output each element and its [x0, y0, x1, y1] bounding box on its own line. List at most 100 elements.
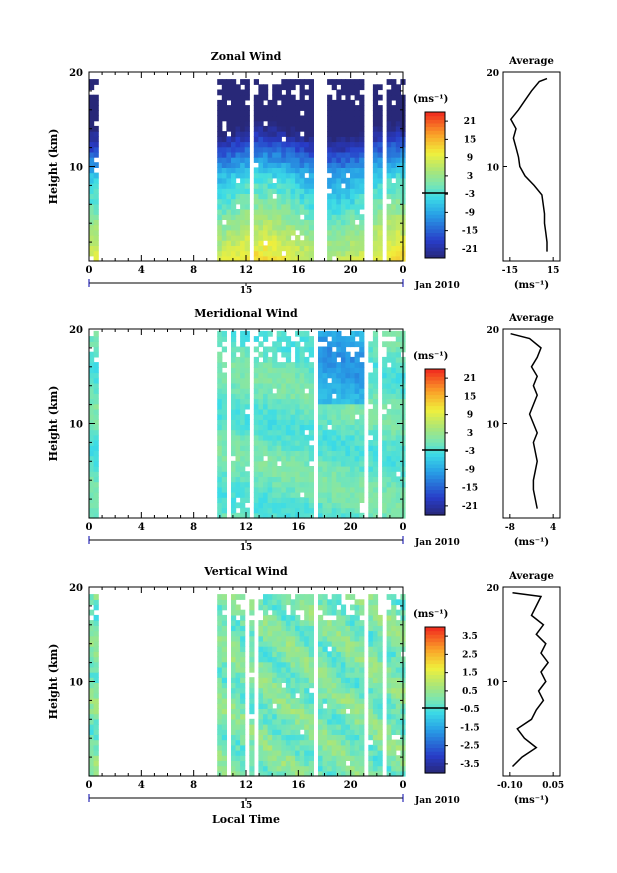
heatmap-cell — [258, 115, 264, 122]
heatmap-cell — [350, 497, 356, 503]
heatmap-cell — [285, 661, 292, 668]
heatmap-cell — [299, 414, 305, 420]
heatmap-cell — [372, 713, 379, 720]
heatmap-cell — [217, 635, 223, 642]
heatmap-cell — [276, 708, 282, 715]
heatmap-cell — [336, 755, 342, 761]
heatmap-cell — [231, 770, 237, 777]
heatmap-cell — [368, 502, 374, 509]
heatmap-cell — [235, 219, 241, 226]
heatmap-cell — [290, 672, 296, 678]
heatmap-cell — [267, 203, 273, 210]
heatmap-cell — [290, 110, 296, 117]
heatmap-cell — [267, 682, 273, 689]
heatmap-cell — [331, 388, 337, 394]
heatmap-cell — [308, 698, 314, 704]
heatmap-cell — [391, 460, 397, 467]
heatmap-cell — [395, 512, 401, 519]
heatmap-cell — [391, 635, 397, 642]
heatmap-cell — [253, 356, 259, 363]
heatmap-cell — [318, 377, 324, 384]
colorbar-segment — [425, 133, 445, 139]
heatmap-cell — [267, 105, 273, 111]
heatmap-cell — [217, 739, 223, 746]
heatmap-cell — [354, 183, 360, 189]
heatmap-cell — [340, 219, 347, 226]
heatmap-cell — [372, 346, 379, 353]
colorbar-segment — [425, 467, 445, 472]
heatmap-cell — [336, 408, 342, 415]
heatmap-cell — [276, 677, 282, 683]
heatmap-cell — [304, 455, 310, 462]
heatmap-cell — [354, 429, 360, 436]
heatmap-cell — [377, 157, 383, 163]
heatmap-cell — [391, 620, 397, 626]
heatmap-cell — [89, 760, 95, 767]
heatmap-cell — [327, 193, 333, 200]
heatmap-cell — [331, 105, 337, 111]
heatmap-cell — [263, 434, 269, 441]
heatmap-cell — [272, 635, 278, 642]
heatmap-cell — [281, 115, 287, 122]
heatmap-cell — [290, 666, 296, 673]
heatmap-cell — [281, 466, 287, 472]
heatmap-cell — [267, 661, 273, 668]
heatmap-cell — [318, 755, 324, 761]
heatmap-cell — [322, 739, 328, 746]
heatmap-cell — [372, 755, 379, 761]
heatmap-cell — [304, 424, 310, 431]
heatmap-cell — [226, 94, 232, 101]
heatmap-cell — [340, 497, 347, 503]
heatmap-cell — [295, 502, 301, 509]
heatmap-cell — [221, 403, 227, 410]
heatmap-cell — [240, 362, 246, 368]
heatmap-cell — [318, 367, 324, 374]
heatmap-cell — [327, 620, 333, 626]
heatmap-cell — [93, 351, 99, 358]
heatmap-cell — [290, 445, 296, 451]
heatmap-cell — [231, 367, 237, 374]
colorbar-unit: (ms⁻¹) — [413, 351, 448, 362]
colorbar-segment — [425, 254, 445, 259]
heatmap-cell — [221, 471, 227, 477]
heatmap-cell — [372, 255, 379, 262]
heatmap-cell — [340, 718, 347, 725]
heatmap-cell — [391, 703, 397, 709]
heatmap-cell — [318, 594, 324, 600]
heatmap-cell — [372, 183, 379, 189]
heatmap-cell — [295, 713, 301, 720]
colorbar-segment — [425, 718, 445, 723]
heatmap-cell — [217, 713, 223, 720]
heatmap-cell — [295, 661, 301, 668]
heatmap-cell — [295, 79, 301, 85]
heatmap-cell — [235, 698, 241, 704]
heatmap-cell — [267, 620, 273, 626]
heatmap-cell — [308, 172, 314, 179]
heatmap-cell — [253, 512, 259, 519]
heatmap-cell — [295, 403, 301, 410]
colorbar-segment — [425, 485, 445, 490]
heatmap-cell — [276, 141, 282, 148]
heatmap-cell — [304, 398, 310, 405]
heatmap-cell — [391, 398, 397, 405]
heatmap-cell — [89, 240, 95, 246]
heatmap-cell — [231, 713, 237, 720]
heatmap-cell — [345, 682, 351, 689]
heatmap-cell — [382, 330, 388, 337]
heatmap-cell — [304, 440, 310, 446]
heatmap-cell — [336, 203, 342, 210]
heatmap-cell — [249, 765, 255, 772]
heatmap-cell — [281, 713, 287, 720]
heatmap-cell — [253, 105, 259, 111]
colorbar-segment — [425, 663, 445, 668]
heatmap-cell — [221, 419, 227, 425]
heatmap-cell — [276, 656, 282, 663]
heatmap-cell — [240, 414, 246, 420]
heatmap-cell — [350, 724, 356, 730]
heatmap-cell — [281, 330, 287, 337]
heatmap-cell — [299, 393, 305, 400]
heatmap-cell — [263, 94, 269, 101]
heatmap-cell — [340, 492, 347, 498]
heatmap-cell — [272, 656, 278, 663]
